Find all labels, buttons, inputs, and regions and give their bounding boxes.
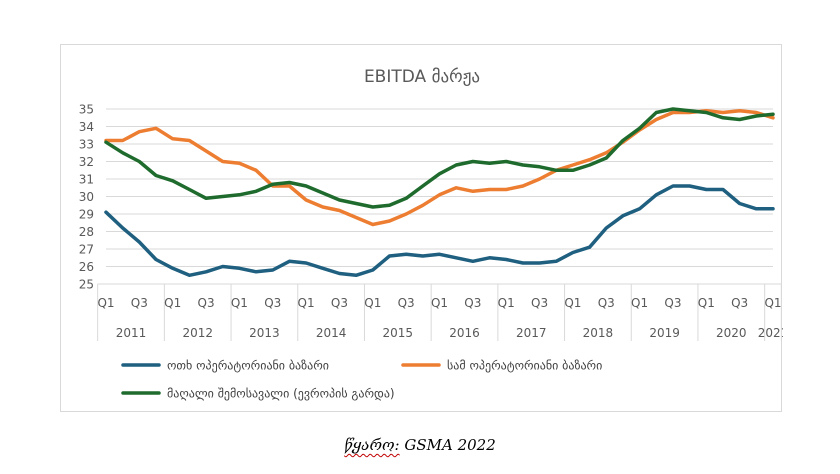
x-year-label: 2013 xyxy=(249,326,280,340)
chart-frame: EBITDA მარჟა 25 26 27 28 29 30 31 32 33 34 35 Q1 Q3… xyxy=(60,44,783,412)
x-tick-label: Q3 xyxy=(664,296,681,310)
y-tick-label: 35 xyxy=(79,103,94,117)
x-tick-label: Q3 xyxy=(198,296,215,310)
source-note: წყარო: GSMA 2022 xyxy=(0,436,840,454)
y-tick-label: 34 xyxy=(79,120,94,134)
x-tick-label: Q3 xyxy=(731,296,748,310)
x-year-label: 2019 xyxy=(649,326,680,340)
y-tick-label: 27 xyxy=(79,243,94,257)
x-tick-label: Q1 xyxy=(97,296,114,310)
x-tick-label: Q3 xyxy=(598,296,615,310)
y-tick-label: 32 xyxy=(79,155,94,169)
ebitda-line-chart: EBITDA მარჟა 25 26 27 28 29 30 31 32 33 34 35 Q1 Q3… xyxy=(79,67,783,401)
source-label: წყარო: xyxy=(344,436,400,454)
x-year-label: 2012 xyxy=(182,326,213,340)
y-tick-label: 28 xyxy=(79,225,94,239)
y-tick-label: 29 xyxy=(79,208,94,222)
x-tick-label: Q1 xyxy=(164,296,181,310)
x-tick-label: Q3 xyxy=(131,296,148,310)
x-year-label: 2020 xyxy=(716,326,747,340)
x-tick-label: Q3 xyxy=(464,296,481,310)
x-tick-label: Q1 xyxy=(698,296,715,310)
x-tick-label: Q1 xyxy=(231,296,248,310)
x-tick-label: Q3 xyxy=(531,296,548,310)
x-tick-label: Q3 xyxy=(331,296,348,310)
series-line-1 xyxy=(104,184,775,278)
x-tick-label: Q1 xyxy=(498,296,515,310)
x-axis: Q1 Q3 Q1 Q3 Q1 Q3 Q1 Q3 Q1 Q3 Q1 Q3 Q1 Q3 Q1 Q3 Q1 Q3 Q1 Q3… xyxy=(97,283,783,341)
x-tick-label: Q1 xyxy=(631,296,648,310)
x-year-label: 2011 xyxy=(116,326,147,340)
source-text: GSMA 2022 xyxy=(399,436,496,454)
x-year-label: 2015 xyxy=(383,326,414,340)
legend: ოთხ ოპერატორიანი ბაზარი სამ ოპერატორიანი … xyxy=(121,359,602,401)
x-tick-label: Q1 xyxy=(431,296,448,310)
y-tick-label: 31 xyxy=(79,173,94,187)
y-tick-label: 25 xyxy=(79,278,94,292)
legend-label-1: ოთხ ოპერატორიანი ბაზარი xyxy=(167,359,329,373)
series-lines xyxy=(104,107,775,278)
x-tick-label: Q1 xyxy=(298,296,315,310)
x-tick-label: Q1 xyxy=(564,296,581,310)
x-year-label: 2014 xyxy=(316,326,347,340)
y-axis: 25 26 27 28 29 30 31 32 33 34 35 xyxy=(79,103,94,292)
x-tick-label: Q1 xyxy=(364,296,381,310)
chart-title: EBITDA მარჟა xyxy=(364,67,480,87)
x-tick-label: Q3 xyxy=(398,296,415,310)
series-line-2 xyxy=(104,109,775,227)
y-tick-label: 26 xyxy=(79,260,94,274)
y-tick-label: 30 xyxy=(79,190,94,204)
legend-label-3: მაღალი შემოსავალი (ევროპის გარდა) xyxy=(167,387,395,401)
legend-label-2: სამ ოპერატორიანი ბაზარი xyxy=(447,359,602,373)
x-year-label: 2017 xyxy=(516,326,547,340)
x-tick-label: Q1 xyxy=(764,296,781,310)
x-tick-label: Q3 xyxy=(264,296,281,310)
y-tick-label: 33 xyxy=(79,138,94,152)
x-year-label: 2018 xyxy=(583,326,614,340)
series-line-3 xyxy=(104,107,775,209)
x-year-label: 2016 xyxy=(449,326,480,340)
x-year-label: 2021 xyxy=(758,326,783,340)
